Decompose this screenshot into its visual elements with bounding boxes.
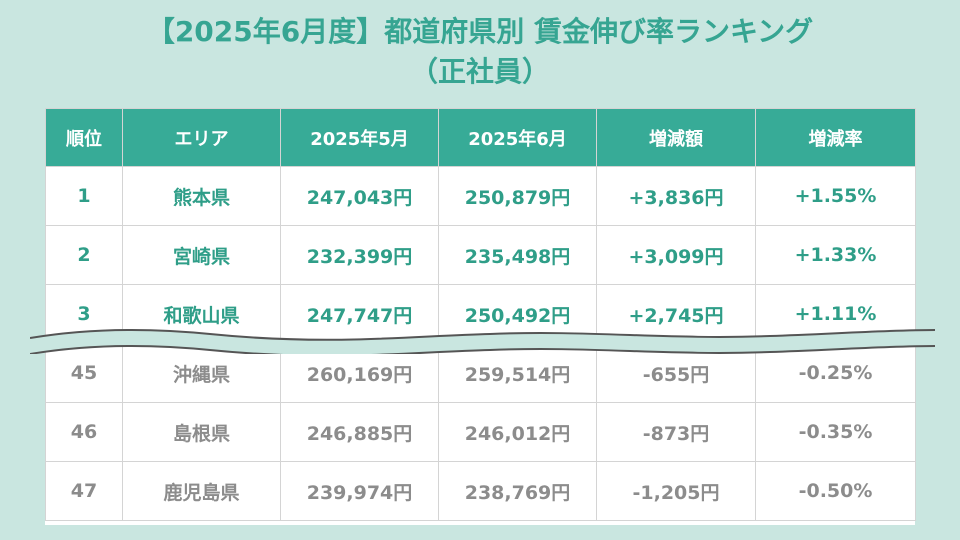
cell-change-amount: +2,745円	[596, 284, 756, 344]
cell-change-amount: +3,836円	[596, 166, 756, 226]
header-area: エリア	[122, 108, 281, 167]
ranking-table-container: 順位 エリア 2025年5月 2025年6月 増減額 増減率 1 熊本県 247…	[45, 108, 916, 525]
cell-change-rate: -0.35%	[755, 402, 916, 462]
cell-jun: 259,514円	[438, 343, 597, 403]
cell-change-amount: -655円	[596, 343, 756, 403]
table-row: 3 和歌山県 247,747円 250,492円 +2,745円 +1.11%	[45, 284, 916, 344]
cell-may: 232,399円	[280, 225, 439, 285]
cell-may: 260,169円	[280, 343, 439, 403]
header-jun-2025: 2025年6月	[438, 108, 597, 167]
cell-rank: 1	[45, 166, 123, 226]
page-title: 【2025年6月度】都道府県別 賃金伸び率ランキング （正社員）	[0, 12, 960, 92]
cell-jun: 250,492円	[438, 284, 597, 344]
cell-rank: 46	[45, 402, 123, 462]
table-row: 46 島根県 246,885円 246,012円 -873円 -0.35%	[45, 402, 916, 462]
cell-change-rate: +1.55%	[755, 166, 916, 226]
cell-change-amount: -1,205円	[596, 461, 756, 521]
cell-area: 和歌山県	[122, 284, 281, 344]
cell-rank: 45	[45, 343, 123, 403]
cell-change-amount: +3,099円	[596, 225, 756, 285]
cell-jun: 235,498円	[438, 225, 597, 285]
cell-jun: 250,879円	[438, 166, 597, 226]
table-row: 2 宮崎県 232,399円 235,498円 +3,099円 +1.33%	[45, 225, 916, 285]
cell-area: 熊本県	[122, 166, 281, 226]
title-line-1: 【2025年6月度】都道府県別 賃金伸び率ランキング	[146, 15, 814, 48]
cell-may: 246,885円	[280, 402, 439, 462]
table-row: 1 熊本県 247,043円 250,879円 +3,836円 +1.55%	[45, 166, 916, 226]
cell-area: 鹿児島県	[122, 461, 281, 521]
cell-may: 239,974円	[280, 461, 439, 521]
cell-area: 沖縄県	[122, 343, 281, 403]
cell-rank: 3	[45, 284, 123, 344]
cell-jun: 246,012円	[438, 402, 597, 462]
table-row: 47 鹿児島県 239,974円 238,769円 -1,205円 -0.50%	[45, 461, 916, 521]
table-row: 45 沖縄県 260,169円 259,514円 -655円 -0.25%	[45, 343, 916, 403]
header-change-rate: 増減率	[755, 108, 916, 167]
cell-jun: 238,769円	[438, 461, 597, 521]
cell-may: 247,747円	[280, 284, 439, 344]
cell-area: 島根県	[122, 402, 281, 462]
title-line-2: （正社員）	[409, 55, 550, 88]
cell-change-amount: -873円	[596, 402, 756, 462]
cell-rank: 47	[45, 461, 123, 521]
cell-rank: 2	[45, 225, 123, 285]
table-header-row: 順位 エリア 2025年5月 2025年6月 増減額 増減率	[45, 108, 916, 167]
cell-change-rate: +1.11%	[755, 284, 916, 344]
header-change-amount: 増減額	[596, 108, 756, 167]
cell-area: 宮崎県	[122, 225, 281, 285]
header-rank: 順位	[45, 108, 123, 167]
cell-change-rate: -0.25%	[755, 343, 916, 403]
cell-may: 247,043円	[280, 166, 439, 226]
header-may-2025: 2025年5月	[280, 108, 439, 167]
ranking-table: 順位 エリア 2025年5月 2025年6月 増減額 増減率 1 熊本県 247…	[45, 108, 916, 521]
cell-change-rate: -0.50%	[755, 461, 916, 521]
cell-change-rate: +1.33%	[755, 225, 916, 285]
